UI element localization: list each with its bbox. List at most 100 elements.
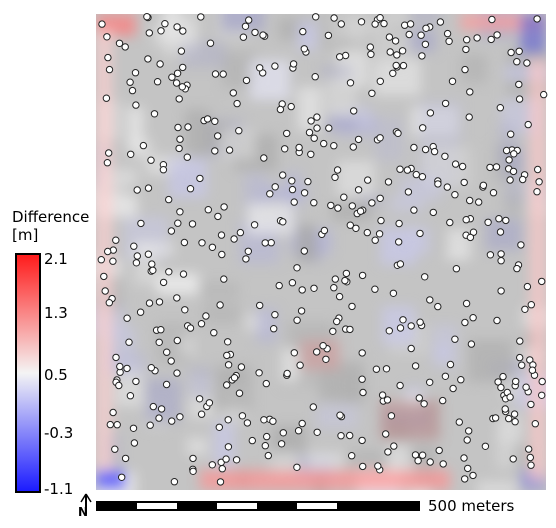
sample-point xyxy=(336,411,344,419)
sample-point xyxy=(116,362,124,371)
sample-point xyxy=(319,342,327,350)
sample-point xyxy=(538,377,546,386)
sample-point xyxy=(197,13,205,21)
sample-point xyxy=(421,40,430,48)
sample-point xyxy=(461,65,469,74)
sample-point xyxy=(205,399,214,407)
sample-point xyxy=(481,442,490,450)
sample-point xyxy=(348,452,356,460)
sample-point xyxy=(235,127,243,135)
sample-point xyxy=(451,191,459,199)
sample-point xyxy=(461,475,469,483)
sample-point xyxy=(329,327,337,335)
sample-point xyxy=(366,43,374,51)
surface-patch xyxy=(432,324,458,368)
sample-point xyxy=(398,47,407,55)
sample-point xyxy=(455,418,463,426)
surface-patch xyxy=(386,445,409,467)
sample-point xyxy=(385,33,394,41)
sample-point xyxy=(342,269,351,278)
sample-point xyxy=(499,372,507,381)
sample-point xyxy=(175,144,183,153)
sample-point xyxy=(288,279,297,287)
sample-point xyxy=(153,78,162,86)
sample-point xyxy=(464,464,472,473)
sample-point xyxy=(295,143,303,152)
sample-point xyxy=(109,257,117,265)
surface-patch xyxy=(485,219,523,251)
surface-accent xyxy=(96,30,112,470)
sample-point xyxy=(466,233,475,242)
sample-point xyxy=(502,216,510,225)
sample-point xyxy=(136,308,145,316)
sample-point xyxy=(103,33,111,41)
sample-point xyxy=(279,429,287,437)
sample-point xyxy=(531,420,539,428)
sample-point xyxy=(516,337,524,345)
sample-point xyxy=(418,52,426,60)
sample-point xyxy=(104,53,112,62)
sample-point xyxy=(448,77,457,86)
sample-point xyxy=(493,316,501,325)
sample-point xyxy=(112,236,120,244)
sample-point xyxy=(198,239,206,247)
sample-point xyxy=(260,416,268,424)
sample-point xyxy=(260,154,268,162)
sample-point xyxy=(396,324,405,332)
sample-point xyxy=(155,414,163,422)
sample-point xyxy=(202,312,210,320)
sample-point xyxy=(322,355,330,363)
sample-point xyxy=(517,241,525,249)
sample-point xyxy=(346,79,355,87)
sample-point xyxy=(241,22,250,30)
sample-point xyxy=(446,360,455,369)
sample-point xyxy=(535,178,543,186)
sample-point xyxy=(256,301,264,310)
sample-point xyxy=(163,348,171,356)
sample-point xyxy=(100,272,108,281)
sample-point xyxy=(491,414,500,422)
sample-point xyxy=(283,129,291,138)
legend-colorbar xyxy=(15,253,41,493)
sample-point xyxy=(331,173,339,182)
sample-point xyxy=(513,58,521,66)
sample-point xyxy=(384,448,392,456)
sample-point xyxy=(421,145,430,154)
sample-point xyxy=(368,199,376,207)
sample-point xyxy=(527,400,535,409)
sample-point xyxy=(401,21,409,29)
sample-point xyxy=(493,31,501,39)
sample-point xyxy=(307,150,315,159)
sample-point xyxy=(505,156,513,164)
sample-point xyxy=(216,478,225,486)
sample-point xyxy=(516,353,524,362)
sample-point xyxy=(506,393,514,401)
sample-point xyxy=(505,414,513,423)
sample-point xyxy=(161,20,169,28)
sample-point xyxy=(495,215,503,223)
sample-point xyxy=(176,413,184,421)
sample-point xyxy=(380,19,388,28)
sample-point xyxy=(387,412,396,420)
sample-point xyxy=(256,64,264,72)
sample-point xyxy=(399,61,408,70)
sample-point xyxy=(156,60,164,68)
sample-point xyxy=(346,221,354,229)
surface-patch xyxy=(189,367,211,398)
sample-point xyxy=(333,317,341,326)
surface-accent xyxy=(380,400,440,440)
sample-point xyxy=(527,301,535,309)
sample-point xyxy=(189,454,197,463)
surface-patch xyxy=(255,308,277,343)
sample-point xyxy=(528,366,537,374)
sample-point xyxy=(383,396,392,404)
sample-point xyxy=(131,69,140,77)
legend-title-line1: Difference xyxy=(12,208,90,226)
sample-point xyxy=(457,376,465,384)
sample-point xyxy=(396,381,404,390)
sample-point xyxy=(288,177,296,185)
sample-point xyxy=(162,380,171,389)
sample-point xyxy=(279,171,287,179)
sample-point xyxy=(327,201,335,210)
